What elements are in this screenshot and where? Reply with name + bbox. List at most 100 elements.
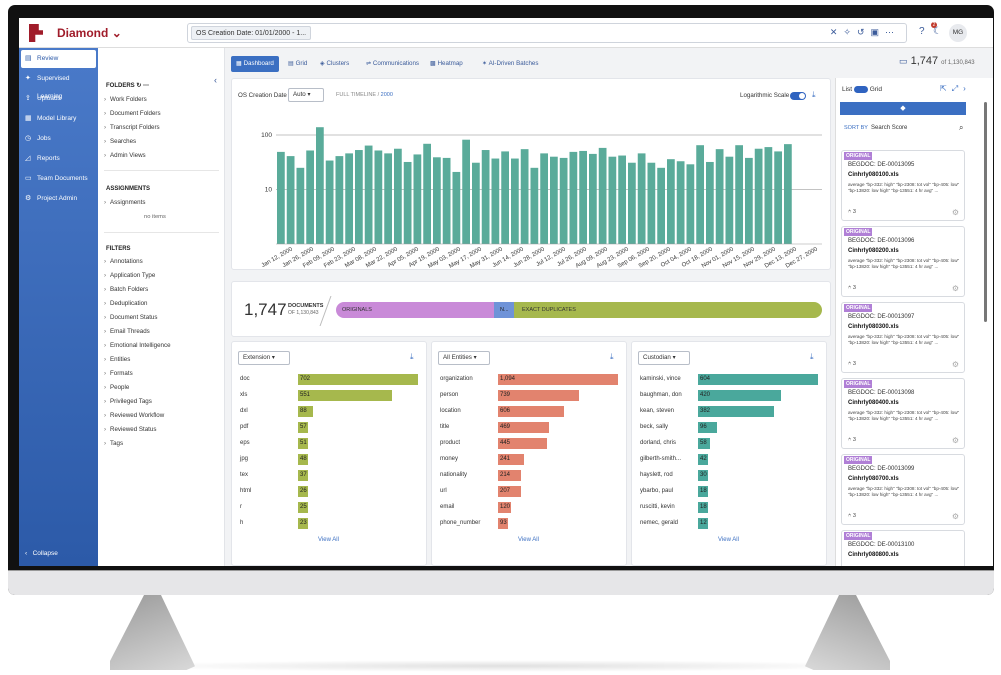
more-icon[interactable]: ⋯ <box>143 83 150 89</box>
tab-ai-driven-batches[interactable]: ✶ AI-Driven Batches <box>477 56 543 72</box>
breakdown-select[interactable]: Extension ▾ <box>238 351 290 365</box>
timeline-bar[interactable] <box>481 150 490 244</box>
timeline-bar[interactable] <box>647 162 656 244</box>
filter-item[interactable]: Document Status <box>104 314 158 321</box>
timeline-bar[interactable] <box>569 151 578 244</box>
breakdown-bar[interactable]: 12 <box>698 518 708 529</box>
timeline-bar[interactable] <box>384 153 392 244</box>
tab-grid[interactable]: ▤ Grid <box>283 56 312 72</box>
breakdown-row[interactable]: dorland, chris 58 <box>640 438 822 449</box>
filter-item[interactable]: Tags <box>104 440 123 447</box>
gear-icon[interactable]: ⚙ <box>951 512 959 521</box>
filter-item[interactable]: Reviewed Workflow <box>104 412 164 419</box>
app-logo[interactable] <box>29 24 43 42</box>
timeline-bar[interactable] <box>754 148 763 244</box>
breakdown-bar[interactable]: 1,094 <box>498 374 618 385</box>
timeline-bar[interactable] <box>598 147 607 244</box>
breakdown-bar[interactable]: 702 <box>298 374 418 385</box>
breakdown-bar[interactable]: 57 <box>298 422 308 433</box>
timeline-bar[interactable] <box>696 145 704 244</box>
breakdown-row[interactable]: ybarbo, paul 18 <box>640 486 822 497</box>
download-icon[interactable]: ⤓ <box>810 352 814 361</box>
log-scale-toggle[interactable] <box>790 92 806 100</box>
breakdown-bar[interactable]: 96 <box>698 422 718 433</box>
timeline-bar[interactable] <box>520 149 529 244</box>
tab-communications[interactable]: ⇌ Communications <box>361 56 424 72</box>
file-name[interactable]: Cinhrly080100.xls <box>848 172 899 178</box>
filter-item[interactable]: Deduplication <box>104 300 147 307</box>
tab-dashboard[interactable]: ▦ Dashboard <box>231 56 279 72</box>
timeline-bar[interactable] <box>345 153 353 244</box>
timeline-bar[interactable] <box>491 158 500 244</box>
timeline-bar[interactable] <box>530 167 539 244</box>
breakdown-bar[interactable]: 23 <box>298 518 308 529</box>
timeline-bar[interactable] <box>413 154 422 244</box>
breakdown-bar[interactable]: 214 <box>498 470 522 481</box>
sidebar-item-review[interactable]: ▤ Review <box>21 50 96 68</box>
gear-icon[interactable]: ⚙ <box>951 436 959 445</box>
timeline-bar[interactable] <box>637 153 646 244</box>
file-name[interactable]: Cinhrly080400.xls <box>848 400 899 406</box>
save-icon[interactable]: ▣ <box>870 27 885 37</box>
breakdown-bar[interactable]: 604 <box>698 374 818 385</box>
breakdown-bar[interactable]: 551 <box>298 390 393 401</box>
download-icon[interactable]: ⤓ <box>610 352 614 361</box>
gear-icon[interactable]: ⚙ <box>951 208 959 217</box>
filter-item[interactable]: Annotations <box>104 258 143 265</box>
dark-mode-icon[interactable]: ☾ <box>933 26 942 37</box>
view-all-link[interactable]: View All <box>318 537 339 543</box>
timeline-bar[interactable] <box>618 155 626 244</box>
search-icon[interactable]: ⌕ <box>959 123 964 132</box>
timeline-bar[interactable] <box>657 167 665 244</box>
sort-by[interactable]: SORT BY Search Score <box>844 125 907 131</box>
sidebar-item-project-admin[interactable]: ⚙ Project Admin <box>21 190 96 208</box>
exact-duplicates-segment[interactable]: EXACT DUPLICATES <box>514 302 822 318</box>
more-icon[interactable]: ⋯ <box>885 27 900 37</box>
breakdown-row[interactable]: pdf 57 <box>240 422 422 433</box>
timeline-bar[interactable] <box>403 161 412 244</box>
timeline-bar[interactable] <box>374 150 383 244</box>
filter-item[interactable]: Email Threads <box>104 328 150 335</box>
breakdown-bar[interactable]: 420 <box>698 390 782 401</box>
timeline-bar[interactable] <box>559 157 568 244</box>
breakdown-row[interactable]: xls 551 <box>240 390 422 401</box>
timeline-bar[interactable] <box>501 151 509 244</box>
timeline-bar[interactable] <box>774 151 782 244</box>
breakdown-row[interactable]: organization 1,094 <box>440 374 622 385</box>
breakdown-bar[interactable]: 37 <box>298 470 308 481</box>
document-card[interactable]: ORIGINAL BEGDOC: DE-00013100 Cinhrly080800… <box>841 530 965 566</box>
timeline-bar[interactable] <box>784 144 792 244</box>
timeline-bar[interactable] <box>462 139 470 244</box>
breakdown-bar[interactable]: 241 <box>498 454 525 465</box>
timeline-bar[interactable] <box>540 153 548 244</box>
breakdown-bar[interactable]: 445 <box>498 438 547 449</box>
sidebar-item-reports[interactable]: ◿ Reports <box>21 150 96 168</box>
timeline-bar[interactable] <box>325 160 334 244</box>
timeline-bar[interactable] <box>316 127 324 244</box>
scrollbar[interactable] <box>984 102 987 322</box>
timeline-bar[interactable] <box>676 161 685 244</box>
breakdown-row[interactable]: html 26 <box>240 486 422 497</box>
document-card[interactable]: ORIGINAL BEGDOC: DE-00013096 Cinhrly080200… <box>841 226 965 297</box>
breakdown-row[interactable]: kaminski, vince 604 <box>640 374 822 385</box>
document-card[interactable]: ORIGINAL BEGDOC: DE-00013098 Cinhrly080400… <box>841 378 965 449</box>
timeline-bar[interactable] <box>725 156 734 244</box>
magic-icon[interactable]: ✧ <box>843 27 857 37</box>
breakdown-bar[interactable]: 42 <box>698 454 708 465</box>
help-icon[interactable]: ? <box>919 26 925 37</box>
breakdown-bar[interactable]: 25 <box>298 502 308 513</box>
folder-item[interactable]: Searches <box>104 138 136 145</box>
breakdown-row[interactable]: hayslett, rod 30 <box>640 470 822 481</box>
file-name[interactable]: Cinhrly080300.xls <box>848 324 899 330</box>
breakdown-row[interactable]: url 207 <box>440 486 622 497</box>
folder-item[interactable]: Admin Views <box>104 152 146 159</box>
breakdown-bar[interactable]: 18 <box>698 502 708 513</box>
timeline-bar[interactable] <box>745 157 753 244</box>
timeline-bar[interactable] <box>608 156 617 244</box>
filter-item[interactable]: Application Type <box>104 272 155 279</box>
breakdown-row[interactable]: phone_number 93 <box>440 518 622 529</box>
sidebar-item-uploads[interactable]: ⇪ Uploads <box>21 90 96 108</box>
breakdown-bar[interactable]: 51 <box>298 438 308 449</box>
filter-item[interactable]: Privileged Tags <box>104 398 152 405</box>
timeline-bar[interactable] <box>735 145 743 244</box>
